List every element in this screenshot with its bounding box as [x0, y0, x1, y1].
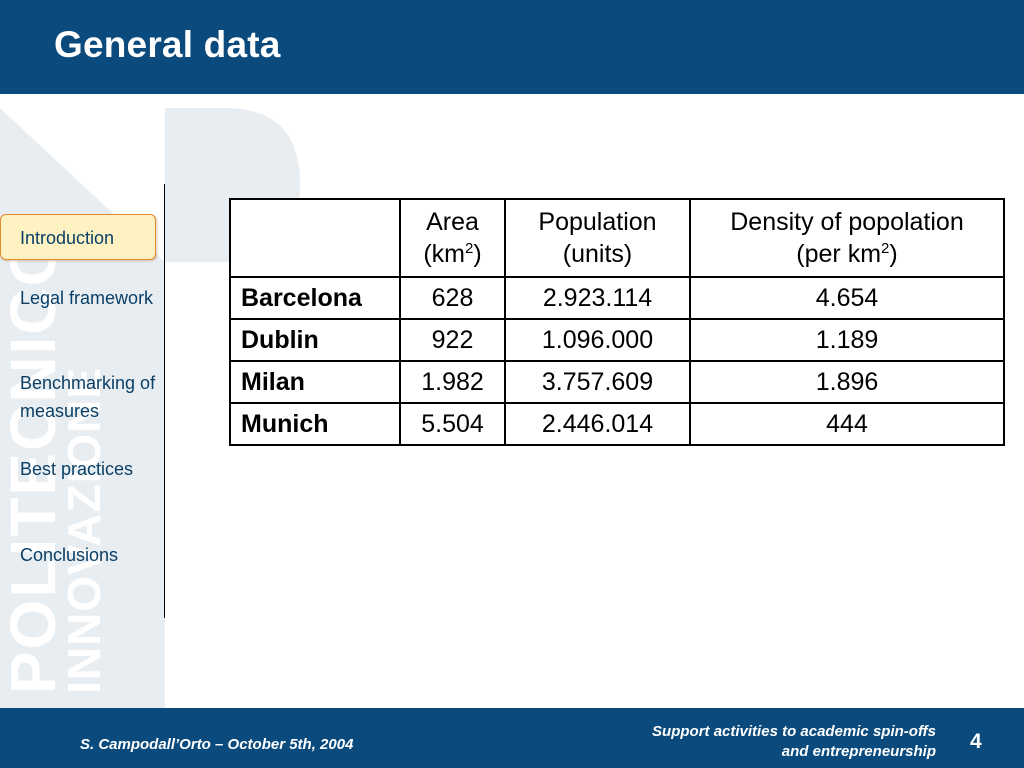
header-population-unit: (units)	[562, 240, 633, 268]
header-area: Area (km2)	[399, 198, 506, 278]
row-area: 1.982	[399, 360, 506, 404]
header-density: Density of popolation (per km2)	[689, 198, 1005, 278]
row-city: Munich	[229, 402, 401, 446]
header-population: Population (units)	[504, 198, 691, 278]
sidebar-item-benchmarking[interactable]: Benchmarking of measures	[20, 373, 156, 421]
header-density-label: Density of popolation	[730, 208, 964, 236]
sidebar-item-legal-framework[interactable]: Legal framework	[20, 288, 154, 308]
row-city: Dublin	[229, 318, 401, 362]
row-population: 3.757.609	[504, 360, 691, 404]
sidebar-divider	[164, 184, 165, 618]
watermark-text-innovazione: INNOVAZIONE	[58, 367, 110, 694]
table-row: Barcelona 628 2.923.114 4.654	[229, 276, 1005, 320]
table-row: Milan 1.982 3.757.609 1.896	[229, 360, 1005, 404]
sidebar-item-conclusions[interactable]: Conclusions	[20, 545, 119, 565]
footer-subtitle-line-1: Support activities to academic spin-offs	[652, 723, 936, 740]
city-data-table: Area (km2) Population (units) Density of…	[229, 198, 1005, 446]
watermark-text-politecnico: POLITECNICO	[0, 235, 69, 694]
footer-author: S. Campodall’Orto – October 5th, 2004	[80, 736, 354, 753]
row-population: 1.096.000	[504, 318, 691, 362]
slide-footer: S. Campodall’Orto – October 5th, 2004 Su…	[0, 708, 1024, 768]
header-area-label: Area	[426, 208, 479, 236]
table-row: Dublin 922 1.096.000 1.189	[229, 318, 1005, 362]
table-header-row: Area (km2) Population (units) Density of…	[229, 198, 1005, 278]
header-area-unit: (km2)	[423, 240, 482, 268]
page-number: 4	[970, 730, 982, 753]
slide-title: General data	[54, 24, 281, 65]
row-population: 2.923.114	[504, 276, 691, 320]
row-density: 1.896	[689, 360, 1005, 404]
row-area: 922	[399, 318, 506, 362]
table-row: Munich 5.504 2.446.014 444	[229, 402, 1005, 446]
row-population: 2.446.014	[504, 402, 691, 446]
row-density: 1.189	[689, 318, 1005, 362]
header-density-unit: (per km2)	[796, 240, 898, 268]
row-city: Milan	[229, 360, 401, 404]
row-density: 4.654	[689, 276, 1005, 320]
header-empty-cell	[229, 198, 401, 278]
row-density: 444	[689, 402, 1005, 446]
footer-subtitle-line-2: and entrepreneurship	[781, 743, 936, 760]
row-area: 5.504	[399, 402, 506, 446]
row-city: Barcelona	[229, 276, 401, 320]
sidebar-item-introduction[interactable]: Introduction	[0, 214, 156, 260]
slide-header: General data	[0, 0, 1024, 94]
sidebar-item-best-practices[interactable]: Best practices	[20, 459, 134, 479]
row-area: 628	[399, 276, 506, 320]
footer-subtitle: Support activities to academic spin-offs…	[576, 722, 936, 762]
header-population-label: Population	[538, 208, 657, 236]
